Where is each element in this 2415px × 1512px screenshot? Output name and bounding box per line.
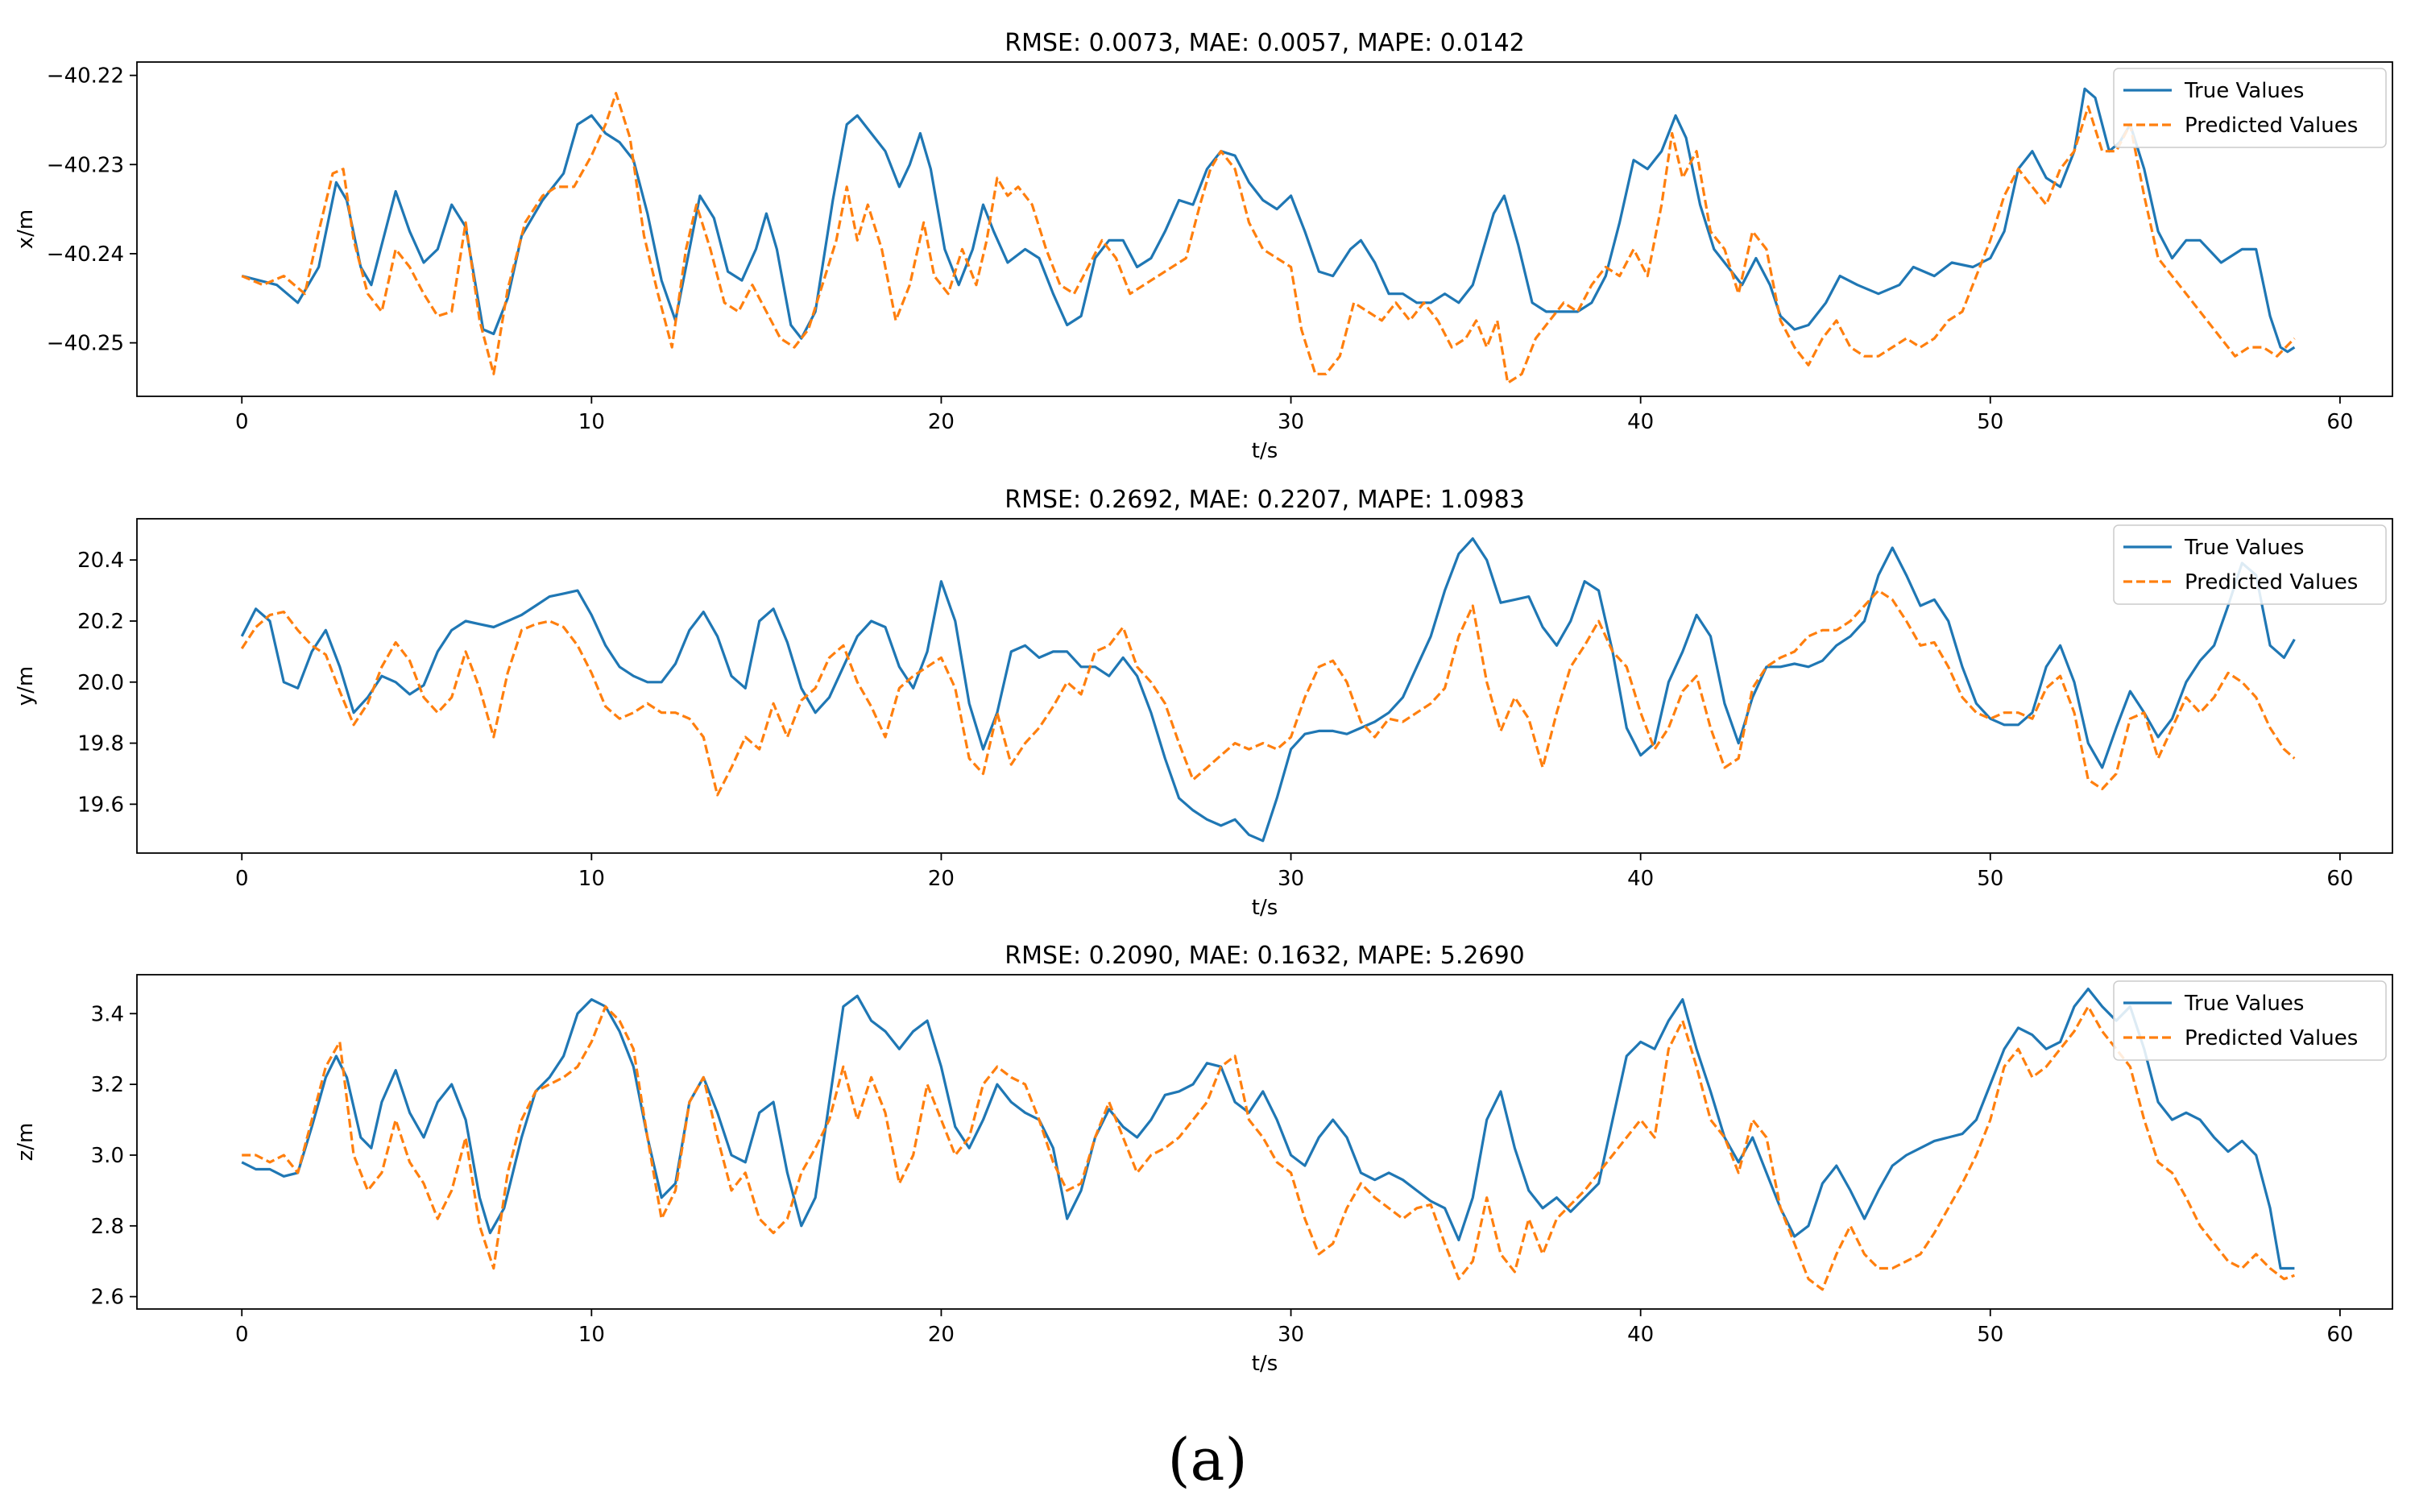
x-tick-label: 30 [1278,867,1304,891]
legend-true-label: True Values [2184,79,2304,103]
x-tick-label: 10 [578,1323,605,1347]
y-tick-label: 3.4 [91,1002,124,1026]
y-tick-label: 3.2 [91,1073,124,1097]
x-tick-label: 20 [928,410,955,434]
figure-caption: (a) [1167,1426,1248,1493]
y-tick-label: −40.24 [47,242,124,267]
true-values-line [240,537,2296,843]
x-axis-label: t/s [1252,896,1278,920]
axes-frame [136,974,2393,1310]
x-axis-label: t/s [1252,439,1278,463]
legend-box [2113,68,2387,148]
true-values-line [241,87,2296,354]
legend-true-label: True Values [2184,536,2304,560]
x-tick-label: 60 [2326,867,2353,891]
y-tick-label: 20.4 [77,549,124,573]
y-tick-label: 3.0 [91,1144,124,1168]
x-tick-label: 10 [578,410,605,434]
legend-predicted-label: Predicted Values [2185,570,2358,594]
y-tick-label: 2.8 [91,1215,124,1239]
chart-title: RMSE: 0.2692, MAE: 0.2207, MAPE: 1.0983 [1005,486,1525,514]
legend-predicted-label: Predicted Values [2185,114,2358,138]
x-position-panel: RMSE: 0.0073, MAE: 0.0057, MAPE: 0.0142 0… [14,29,2393,463]
x-tick-label: 40 [1627,1323,1654,1347]
x-tick-label: 60 [2326,1323,2353,1347]
x-tick-label: 0 [235,1323,249,1347]
y-axis-label: x/m [14,209,38,249]
y-tick-label: −40.23 [47,153,124,177]
x-tick-label: 40 [1627,410,1654,434]
x-tick-label: 10 [578,867,605,891]
x-tick-label: 50 [1977,867,2003,891]
legend-true-label: True Values [2184,992,2304,1016]
x-axis-label: t/s [1252,1352,1278,1376]
y-position-panel: RMSE: 0.2692, MAE: 0.2207, MAPE: 1.0983 0… [14,486,2393,920]
legend-predicted-label: Predicted Values [2185,1026,2358,1050]
legend-box [2113,524,2387,605]
x-tick-label: 50 [1977,1323,2003,1347]
x-tick-label: 30 [1278,1323,1304,1347]
x-tick-label: 30 [1278,410,1304,434]
y-tick-label: −40.25 [47,332,124,356]
y-tick-label: 19.8 [77,732,124,756]
predicted-values-line [240,589,2296,797]
y-tick-label: 2.6 [91,1286,124,1310]
predicted-values-line [242,1005,2295,1291]
x-tick-label: 60 [2326,410,2353,434]
y-tick-label: 19.6 [77,793,124,817]
chart-title: RMSE: 0.2090, MAE: 0.1632, MAPE: 5.2690 [1005,942,1525,970]
x-tick-label: 50 [1977,410,2003,434]
true-values-line [241,988,2295,1270]
chart-title: RMSE: 0.0073, MAE: 0.0057, MAPE: 0.0142 [1005,29,1525,57]
predicted-values-line [241,92,2296,384]
x-tick-label: 40 [1627,867,1654,891]
y-axis-label: y/m [14,666,38,706]
x-tick-label: 0 [235,867,249,891]
y-axis-label: z/m [14,1123,38,1162]
axes-frame [136,518,2393,854]
x-tick-label: 20 [928,867,955,891]
y-tick-label: 20.0 [77,671,124,695]
y-tick-label: 20.2 [77,610,124,634]
z-position-panel: RMSE: 0.2090, MAE: 0.1632, MAPE: 5.2690 0… [14,942,2393,1376]
y-tick-label: −40.22 [47,64,124,89]
axes-frame [136,61,2393,397]
legend-box [2113,980,2387,1061]
x-tick-label: 20 [928,1323,955,1347]
x-tick-label: 0 [235,410,249,434]
